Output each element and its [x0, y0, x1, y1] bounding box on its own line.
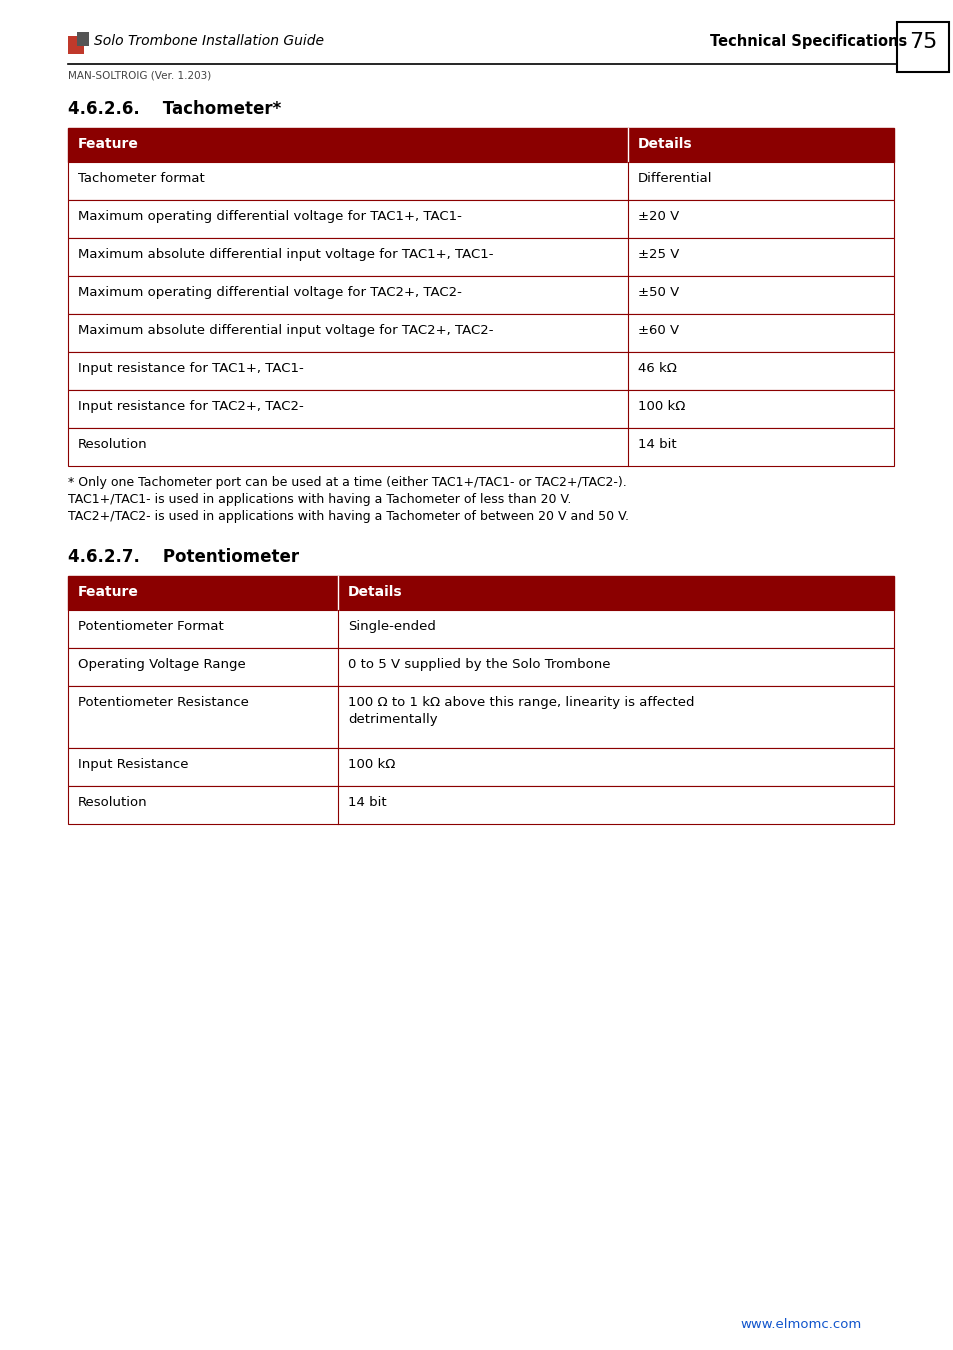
Bar — [77, 32, 89, 46]
Text: 14 bit: 14 bit — [348, 796, 386, 809]
Text: 14 bit: 14 bit — [638, 437, 676, 451]
Bar — [68, 576, 893, 610]
Bar — [68, 352, 893, 390]
Text: Feature: Feature — [78, 136, 139, 151]
Text: Input Resistance: Input Resistance — [78, 757, 189, 771]
Text: detrimentally: detrimentally — [348, 713, 437, 726]
Bar — [68, 390, 893, 428]
Text: Solo Trombone Installation Guide: Solo Trombone Installation Guide — [94, 34, 324, 49]
Text: Input resistance for TAC2+, TAC2-: Input resistance for TAC2+, TAC2- — [78, 400, 303, 413]
Bar — [68, 275, 893, 315]
Text: Technical Specifications: Technical Specifications — [709, 34, 906, 49]
Text: TAC1+/TAC1- is used in applications with having a Tachometer of less than 20 V.: TAC1+/TAC1- is used in applications with… — [68, 493, 571, 506]
Text: Details: Details — [348, 585, 402, 599]
Text: Maximum absolute differential input voltage for TAC1+, TAC1-: Maximum absolute differential input volt… — [78, 248, 493, 261]
Text: 75: 75 — [908, 32, 936, 53]
Bar — [68, 315, 893, 352]
Text: Resolution: Resolution — [78, 437, 148, 451]
Text: Potentiometer Format: Potentiometer Format — [78, 620, 224, 633]
Text: Maximum operating differential voltage for TAC2+, TAC2-: Maximum operating differential voltage f… — [78, 286, 461, 298]
Text: Single-ended: Single-ended — [348, 620, 436, 633]
Bar — [68, 200, 893, 238]
Bar — [68, 162, 893, 200]
Text: 0 to 5 V supplied by the Solo Trombone: 0 to 5 V supplied by the Solo Trombone — [348, 657, 610, 671]
Text: Operating Voltage Range: Operating Voltage Range — [78, 657, 246, 671]
Text: Feature: Feature — [78, 585, 139, 599]
Bar — [68, 786, 893, 824]
Bar — [68, 36, 84, 54]
Bar — [896, 22, 948, 72]
Text: 4.6.2.7.    Potentiometer: 4.6.2.7. Potentiometer — [68, 548, 299, 566]
Text: MAN-SOLTROIG (Ver. 1.203): MAN-SOLTROIG (Ver. 1.203) — [68, 70, 211, 80]
Text: ±50 V: ±50 V — [638, 286, 679, 298]
Text: Input resistance for TAC1+, TAC1-: Input resistance for TAC1+, TAC1- — [78, 362, 303, 375]
Text: ±25 V: ±25 V — [638, 248, 679, 261]
Text: Maximum operating differential voltage for TAC1+, TAC1-: Maximum operating differential voltage f… — [78, 211, 461, 223]
Bar — [68, 128, 893, 162]
Bar — [68, 428, 893, 466]
Text: ±60 V: ±60 V — [638, 324, 679, 338]
Text: Potentiometer Resistance: Potentiometer Resistance — [78, 697, 249, 709]
Text: Differential: Differential — [638, 171, 712, 185]
Text: Maximum absolute differential input voltage for TAC2+, TAC2-: Maximum absolute differential input volt… — [78, 324, 493, 338]
Text: 4.6.2.6.    Tachometer*: 4.6.2.6. Tachometer* — [68, 100, 281, 117]
Text: ±20 V: ±20 V — [638, 211, 679, 223]
Text: * Only one Tachometer port can be used at a time (either TAC1+/TAC1- or TAC2+/TA: * Only one Tachometer port can be used a… — [68, 477, 626, 489]
Bar — [68, 748, 893, 786]
Text: Resolution: Resolution — [78, 796, 148, 809]
Bar — [68, 238, 893, 275]
Text: Tachometer format: Tachometer format — [78, 171, 205, 185]
Text: Details: Details — [638, 136, 692, 151]
Text: 100 kΩ: 100 kΩ — [638, 400, 684, 413]
Text: TAC2+/TAC2- is used in applications with having a Tachometer of between 20 V and: TAC2+/TAC2- is used in applications with… — [68, 510, 628, 522]
Bar — [68, 648, 893, 686]
Bar — [68, 686, 893, 748]
Text: www.elmomc.com: www.elmomc.com — [740, 1318, 861, 1331]
Text: 100 kΩ: 100 kΩ — [348, 757, 395, 771]
Text: 46 kΩ: 46 kΩ — [638, 362, 677, 375]
Bar — [68, 610, 893, 648]
Text: 100 Ω to 1 kΩ above this range, linearity is affected: 100 Ω to 1 kΩ above this range, linearit… — [348, 697, 694, 709]
